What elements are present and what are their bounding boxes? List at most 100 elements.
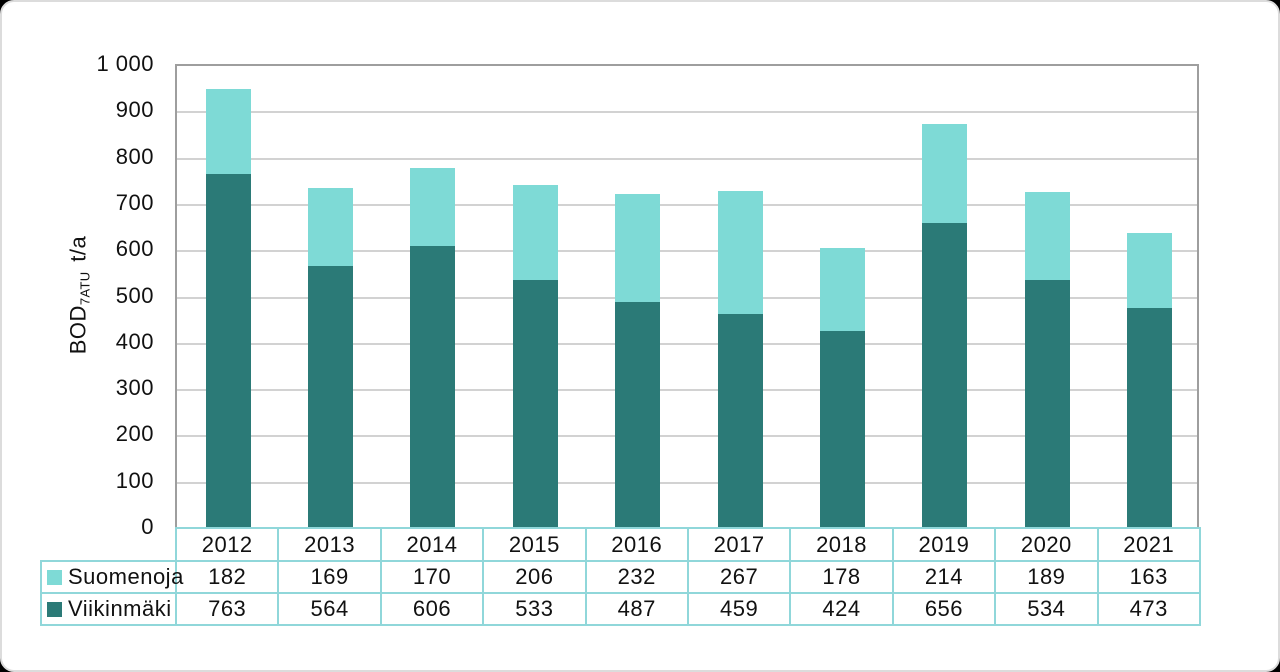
value-cell-viikinmäki-2012: 763 [174,592,280,626]
value-cell-viikinmäki-2017: 459 [686,592,792,626]
bar-stack-2015 [512,184,558,527]
bar-segment-viikinmäki-2014 [410,246,456,527]
y-tick-label: 900 [115,97,154,123]
table-corner-cell [41,528,176,561]
bar-stack-2012 [205,89,251,527]
year-header-cell: 2014 [379,527,485,562]
bar-segment-viikinmäki-2017 [717,314,763,527]
year-header-cell: 2021 [1096,527,1201,562]
gridline [177,296,1197,299]
plot-area [175,64,1199,527]
value-cell-viikinmäki-2018: 424 [789,592,894,626]
year-header-cell: 2016 [584,527,689,562]
series-row-suomenoja: Suomenoja 182 169 170 206 232 267 178 214 189 163 [40,560,1201,594]
y-axis-ticks: 1 000 900 800 700 600 500 400 300 200 100 0 [42,52,154,539]
value-cell-suomenoja-2013: 169 [277,560,382,594]
value-cell-suomenoja-2012: 182 [174,560,280,594]
year-header-cell: 2017 [686,527,792,562]
bar-segment-viikinmäki-2012 [205,173,251,527]
bar-segment-viikinmäki-2019 [922,223,968,527]
bar-column-2012 [177,66,279,527]
year-header-cell: 2015 [482,527,587,562]
year-header-cell: 2019 [891,527,997,562]
bar-stack-2018 [820,248,866,527]
value-cell-suomenoja-2018: 178 [789,560,894,594]
gridline [177,203,1197,206]
y-tick-label: 400 [115,328,154,354]
value-cell-viikinmäki-2013: 564 [277,592,382,626]
value-cell-suomenoja-2017: 267 [686,560,792,594]
bar-segment-suomenoja-2016 [615,194,661,302]
bar-segment-suomenoja-2013 [308,187,354,266]
year-header-cell: 2018 [789,527,894,562]
gridline [177,435,1197,438]
y-tick-label: 0 [141,514,154,539]
bar-stack-2014 [410,167,456,527]
bar-stack-2017 [717,190,763,527]
year-header-cell: 2020 [994,527,1099,562]
legend-label: Viikinmäki [68,596,172,621]
legend-label: Suomenoja [68,564,184,589]
bar-stack-2013 [308,187,354,527]
bar-segment-viikinmäki-2020 [1024,279,1070,527]
bar-column-2014 [382,66,484,527]
bar-column-2016 [587,66,689,527]
bar-segment-suomenoja-2020 [1024,192,1070,280]
value-cell-suomenoja-2020: 189 [994,560,1099,594]
bar-segment-suomenoja-2021 [1127,232,1173,309]
bar-stack-2020 [1024,192,1070,527]
bar-column-2015 [484,66,586,527]
legend-cell-suomenoja: Suomenoja [40,560,183,594]
value-cell-viikinmäki-2016: 487 [584,592,689,626]
year-header-cell: 2012 [174,527,280,562]
bar-segment-viikinmäki-2013 [308,265,354,527]
bar-stack-2019 [922,124,968,527]
y-tick-label: 500 [115,282,154,308]
bar-stack-2016 [615,194,661,527]
y-tick-label: 100 [115,467,154,493]
bar-segment-suomenoja-2012 [205,89,251,174]
data-table: 2012 2013 2014 2015 2016 2017 2018 2019 2020 2021… [40,527,1201,626]
gridline [177,157,1197,160]
y-tick-label: 300 [115,375,154,401]
bar-segment-suomenoja-2015 [512,184,558,281]
bar-segment-suomenoja-2019 [922,124,968,224]
viikinmäki-legend-swatch-icon [47,602,62,617]
year-header-cell: 2013 [277,527,382,562]
value-cell-viikinmäki-2019: 656 [891,592,997,626]
bar-column-2021 [1099,66,1201,527]
value-cell-viikinmäki-2021: 473 [1096,592,1201,626]
gridline [177,389,1197,392]
value-cell-suomenoja-2014: 170 [379,560,485,594]
value-cell-suomenoja-2015: 206 [482,560,587,594]
bar-segment-suomenoja-2014 [410,167,456,247]
value-cell-viikinmäki-2015: 533 [482,592,587,626]
value-cell-suomenoja-2016: 232 [584,560,689,594]
gridline [177,481,1197,484]
gridline [177,342,1197,345]
bar-column-2017 [689,66,791,527]
value-cell-viikinmäki-2020: 534 [994,592,1099,626]
value-cell-viikinmäki-2014: 606 [379,592,485,626]
y-tick-label: 1 000 [96,51,154,76]
bar-segment-viikinmäki-2015 [512,280,558,527]
bar-column-2018 [791,66,893,527]
y-tick-label: 800 [115,143,154,169]
y-tick-label: 700 [115,189,154,215]
bar-segment-suomenoja-2017 [717,190,763,315]
table-body: 2012 2013 2014 2015 2016 2017 2018 2019 2020 2021… [40,527,1201,626]
bar-segment-viikinmäki-2018 [820,330,866,527]
year-header-row: 2012 2013 2014 2015 2016 2017 2018 2019 2020 2021 [41,527,1201,562]
bar-stack-2021 [1127,232,1173,527]
bar-column-2019 [894,66,996,527]
bar-segment-viikinmäki-2016 [615,301,661,527]
bar-column-2020 [996,66,1098,527]
value-cell-suomenoja-2019: 214 [891,560,997,594]
gridline [177,111,1197,114]
legend-cell-viikinmäki: Viikinmäki [40,592,177,626]
y-tick-label: 600 [115,236,154,262]
y-tick-label: 200 [115,421,154,447]
bar-segment-suomenoja-2018 [820,248,866,331]
bar-segment-viikinmäki-2021 [1127,308,1173,527]
